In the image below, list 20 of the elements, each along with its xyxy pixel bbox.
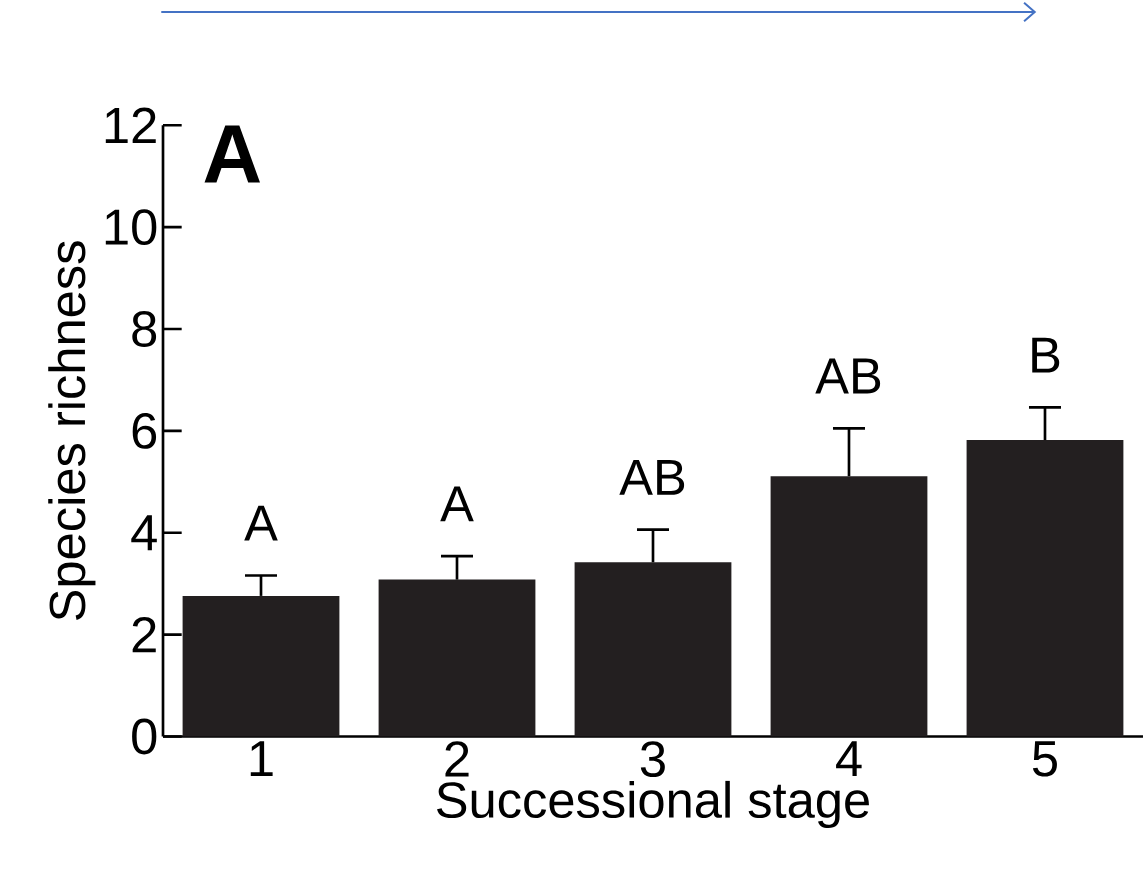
annotation: A bbox=[244, 505, 278, 541]
x-tick-label: 5 bbox=[1032, 741, 1057, 777]
y-tick-label: 8 bbox=[132, 311, 157, 347]
x-tick-label: 2 bbox=[445, 741, 469, 777]
annotation: A bbox=[204, 125, 260, 183]
x-tick-label: 4 bbox=[836, 741, 862, 777]
y-tick-label: 0 bbox=[132, 718, 157, 755]
annotation: A bbox=[440, 486, 474, 522]
x-tick-label: 3 bbox=[640, 741, 665, 778]
y-axis-title: Species richness bbox=[48, 241, 96, 621]
y-tick-label: 4 bbox=[131, 515, 157, 551]
x-axis-title: Successional stage bbox=[437, 780, 869, 829]
y-tick-label: 12 bbox=[105, 107, 156, 143]
x-tick-label: 1 bbox=[250, 741, 273, 777]
annotation: AB bbox=[619, 459, 685, 495]
y-tick-label: 10 bbox=[105, 209, 157, 246]
annotation: B bbox=[1032, 337, 1060, 373]
annotation: AB bbox=[815, 358, 881, 394]
y-tick-label: 6 bbox=[132, 412, 157, 449]
y-tick-label: 2 bbox=[132, 616, 156, 653]
